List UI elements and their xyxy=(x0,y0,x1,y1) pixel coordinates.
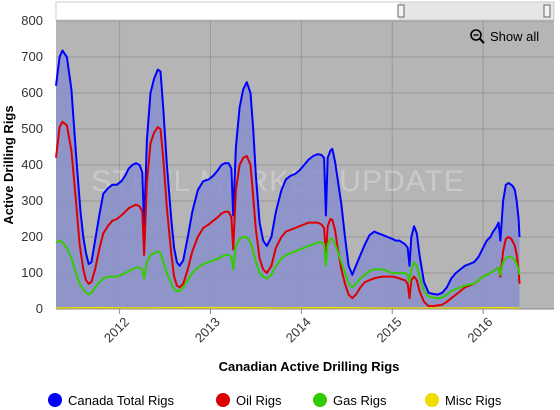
legend: Canada Total Rigs Oil Rigs Gas Rigs Misc Ri… xyxy=(48,393,502,408)
navigator-unselected xyxy=(55,1,401,21)
series-line[interactable] xyxy=(55,236,521,300)
series-line[interactable] xyxy=(55,49,521,296)
legend-label: Gas Rigs xyxy=(333,393,387,408)
y-tick-label: 500 xyxy=(21,121,43,136)
legend-item[interactable]: Canada Total Rigs xyxy=(48,393,174,408)
show-all-button[interactable]: Show all xyxy=(470,29,539,44)
y-tick-label: 600 xyxy=(21,85,43,100)
y-tick-label: 400 xyxy=(21,157,43,172)
y-tick-label: 200 xyxy=(21,229,43,244)
legend-label: Canada Total Rigs xyxy=(68,393,174,408)
navigator-handle-right[interactable] xyxy=(543,4,551,18)
series-layer xyxy=(55,49,521,310)
y-tick-labels: 0 100 200 300 400 500 600 700 800 xyxy=(21,13,43,316)
y-tick-label: 300 xyxy=(21,193,43,208)
series-line[interactable] xyxy=(55,120,521,308)
legend-marker xyxy=(216,393,230,407)
x-axis-title: Canadian Active Drilling Rigs xyxy=(219,359,400,374)
x-tick-label: 2012 xyxy=(101,314,132,345)
x-tick-labels: 2012 2013 2014 2015 2016 xyxy=(101,309,495,345)
legend-marker xyxy=(425,393,439,407)
zoom-out-icon xyxy=(470,29,482,41)
legend-item[interactable]: Gas Rigs xyxy=(313,393,387,408)
x-tick-label: 2015 xyxy=(374,314,405,345)
legend-marker xyxy=(48,393,62,407)
y-tick-label: 700 xyxy=(21,49,43,64)
x-tick-label: 2013 xyxy=(192,314,223,345)
legend-item[interactable]: Oil Rigs xyxy=(216,393,282,408)
x-tick-label: 2016 xyxy=(464,314,495,345)
legend-label: Misc Rigs xyxy=(445,393,502,408)
legend-label: Oil Rigs xyxy=(236,393,282,408)
y-tick-label: 100 xyxy=(21,265,43,280)
y-tick-label: 0 xyxy=(36,301,43,316)
legend-item[interactable]: Misc Rigs xyxy=(425,393,502,408)
navigator[interactable] xyxy=(55,1,555,21)
y-axis-title: Active Drilling Rigs xyxy=(1,105,16,224)
x-tick-label: 2014 xyxy=(283,314,314,345)
navigator-handle-left[interactable] xyxy=(397,4,405,18)
y-tick-label: 800 xyxy=(21,13,43,28)
legend-marker xyxy=(313,393,327,407)
show-all-label: Show all xyxy=(490,29,539,44)
